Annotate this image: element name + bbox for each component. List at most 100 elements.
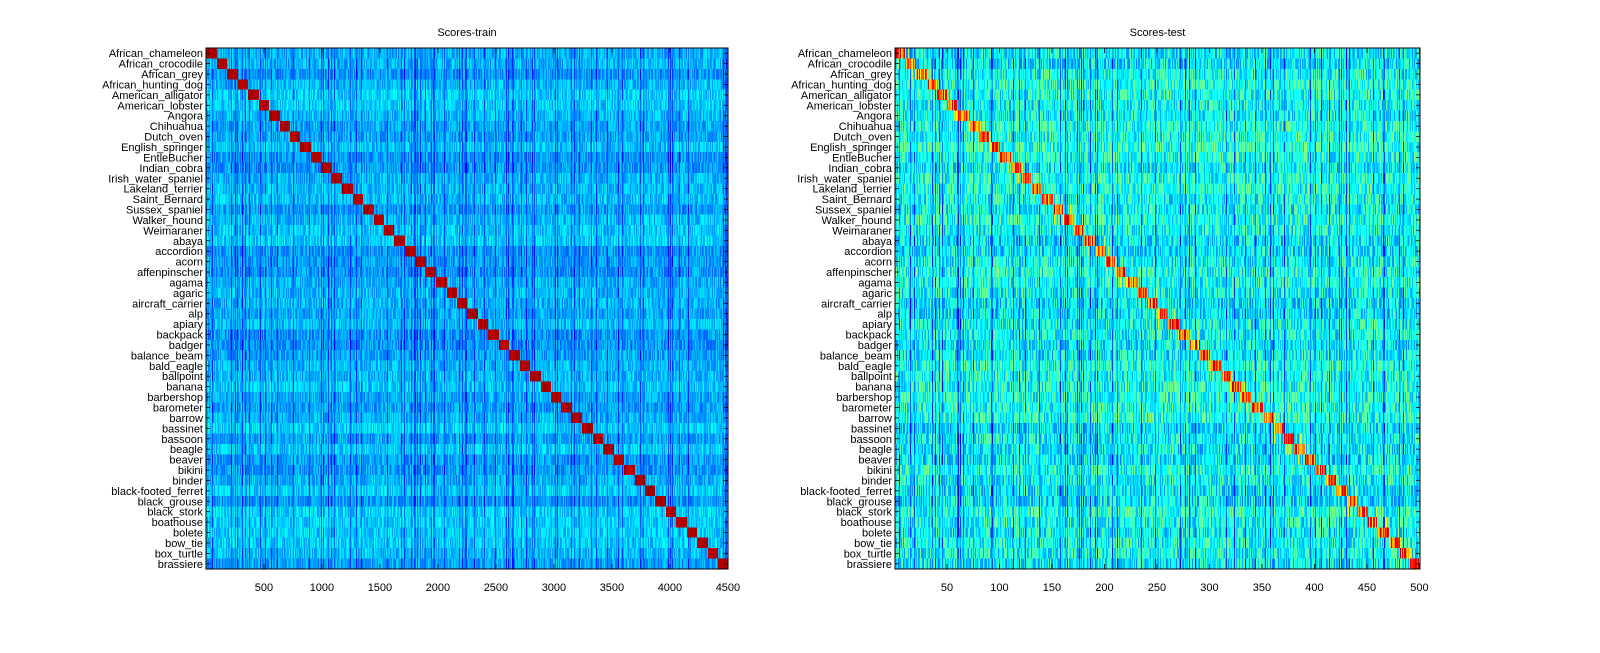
y-tick-label: Saint_Bernard xyxy=(822,194,892,206)
heatmap-train: Scores-train African_chameleonAfrican_cro… xyxy=(102,27,740,594)
y-tick-label: bikini xyxy=(178,465,203,477)
y-tick-label: barbershop xyxy=(836,392,892,404)
y-tick-label: backpack xyxy=(846,330,893,342)
y-tick-label: black-footed_ferret xyxy=(111,486,203,498)
x-tick-label: 100 xyxy=(990,582,1008,594)
y-tick-label: bassoon xyxy=(850,434,892,446)
y-tick-label: African_grey xyxy=(830,69,892,81)
y-tick-label: brassiere xyxy=(847,559,892,571)
y-tick-label: bald_eagle xyxy=(838,361,892,373)
x-tick-label: 3000 xyxy=(542,582,566,594)
x-tick-label: 2500 xyxy=(484,582,508,594)
y-tick-label: Chihuahua xyxy=(839,121,893,133)
y-tick-label: agama xyxy=(858,277,893,289)
y-tick-label: binder xyxy=(172,475,203,487)
y-tick-label: abaya xyxy=(173,236,204,248)
y-tick-label: badger xyxy=(169,340,204,352)
y-tick-label: apiary xyxy=(173,319,203,331)
y-tick-label: ballpoint xyxy=(851,371,892,383)
x-tick-label: 4500 xyxy=(716,582,740,594)
y-tick-label: Chihuahua xyxy=(150,121,204,133)
x-tick-label: 1000 xyxy=(310,582,334,594)
x-tick-label: 200 xyxy=(1095,582,1113,594)
y-tick-label: beagle xyxy=(859,444,892,456)
y-tick-label: American_lobster xyxy=(117,100,203,112)
y-tick-label: Sussex_spaniel xyxy=(815,205,892,217)
axes-frame xyxy=(205,47,729,570)
y-tick-label: balance_beam xyxy=(820,350,892,362)
y-tick-label: affenpinscher xyxy=(137,267,203,279)
axes-frame xyxy=(894,47,1421,570)
x-tick-label: 2000 xyxy=(426,582,450,594)
y-tick-label: black_grouse xyxy=(138,496,203,508)
y-tick-label: African_crocodile xyxy=(808,59,892,71)
y-tick-label: bald_eagle xyxy=(149,361,203,373)
y-tick-label: Weimaraner xyxy=(143,225,203,237)
y-tick-label: American_lobster xyxy=(806,100,892,112)
y-tick-label: alp xyxy=(188,309,203,321)
y-tick-label: boathouse xyxy=(841,517,892,529)
y-tick-label: Weimaraner xyxy=(832,225,892,237)
y-tick-label: black_grouse xyxy=(827,496,892,508)
y-tick-label: Saint_Bernard xyxy=(133,194,203,206)
y-tick-label: banana xyxy=(166,382,204,394)
y-tick-label: beagle xyxy=(170,444,203,456)
x-tick-label: 4000 xyxy=(658,582,682,594)
y-tick-label: box_turtle xyxy=(155,548,203,560)
y-tick-label: barrow xyxy=(169,413,203,425)
y-tick-label: accordion xyxy=(844,246,892,258)
y-tick-label: EntleBucher xyxy=(143,152,203,164)
y-tick-label: Walker_hound xyxy=(821,215,892,227)
y-tick-label: bolete xyxy=(862,528,892,540)
y-tick-label: binder xyxy=(861,475,892,487)
y-tick-label: agaric xyxy=(862,288,892,300)
y-tick-label: English_springer xyxy=(121,142,203,154)
y-tick-label: bassinet xyxy=(162,423,203,435)
heatmap-test: Scores-test African_chameleonAfrican_croc… xyxy=(791,27,1429,594)
y-tick-label: Lakeland_terrier xyxy=(124,184,204,196)
chart-title: Scores-train xyxy=(437,27,496,39)
y-tick-label: banana xyxy=(855,382,893,394)
y-tick-label: backpack xyxy=(157,330,204,342)
y-tick-label: abaya xyxy=(862,236,893,248)
x-tick-label: 400 xyxy=(1305,582,1323,594)
y-tick-label: Irish_water_spaniel xyxy=(797,173,892,185)
y-tick-label: apiary xyxy=(862,319,892,331)
y-tick-label: Indian_cobra xyxy=(139,163,203,175)
y-tick-label: barometer xyxy=(842,402,892,414)
x-tick-label: 350 xyxy=(1253,582,1271,594)
y-tick-label: acorn xyxy=(864,257,892,269)
y-tick-label: accordion xyxy=(155,246,203,258)
y-tick-label: bikini xyxy=(867,465,892,477)
y-tick-label: Angora xyxy=(857,111,893,123)
x-tick-label: 150 xyxy=(1043,582,1061,594)
y-tick-label: bolete xyxy=(173,528,203,540)
y-tick-label: African_hunting_dog xyxy=(102,79,203,91)
y-tick-label: bow_tie xyxy=(854,538,892,550)
x-tick-label: 250 xyxy=(1148,582,1166,594)
y-tick-label: beaver xyxy=(169,455,203,467)
x-tick-label: 500 xyxy=(255,582,273,594)
x-tick-label: 1500 xyxy=(368,582,392,594)
y-tick-label: Walker_hound xyxy=(132,215,203,227)
y-tick-label: barbershop xyxy=(147,392,203,404)
y-tick-label: boathouse xyxy=(152,517,203,529)
x-tick-label: 500 xyxy=(1410,582,1428,594)
y-tick-label: black-footed_ferret xyxy=(800,486,892,498)
y-tick-label: American_alligator xyxy=(801,90,892,102)
y-tick-label: African_crocodile xyxy=(119,59,203,71)
y-tick-label: Indian_cobra xyxy=(828,163,892,175)
y-tick-label: aircraft_carrier xyxy=(132,298,203,310)
y-tick-label: Sussex_spaniel xyxy=(126,205,203,217)
y-tick-label: bassoon xyxy=(161,434,203,446)
y-tick-label: Dutch_oven xyxy=(144,132,203,144)
y-tick-label: badger xyxy=(858,340,893,352)
y-tick-label: African_grey xyxy=(141,69,203,81)
y-tick-label: balance_beam xyxy=(131,350,203,362)
y-tick-label: agaric xyxy=(173,288,203,300)
chart-title: Scores-test xyxy=(1130,27,1186,39)
x-tick-label: 450 xyxy=(1358,582,1376,594)
y-tick-label: ballpoint xyxy=(162,371,203,383)
y-tick-label: barometer xyxy=(153,402,203,414)
y-tick-label: agama xyxy=(169,277,204,289)
